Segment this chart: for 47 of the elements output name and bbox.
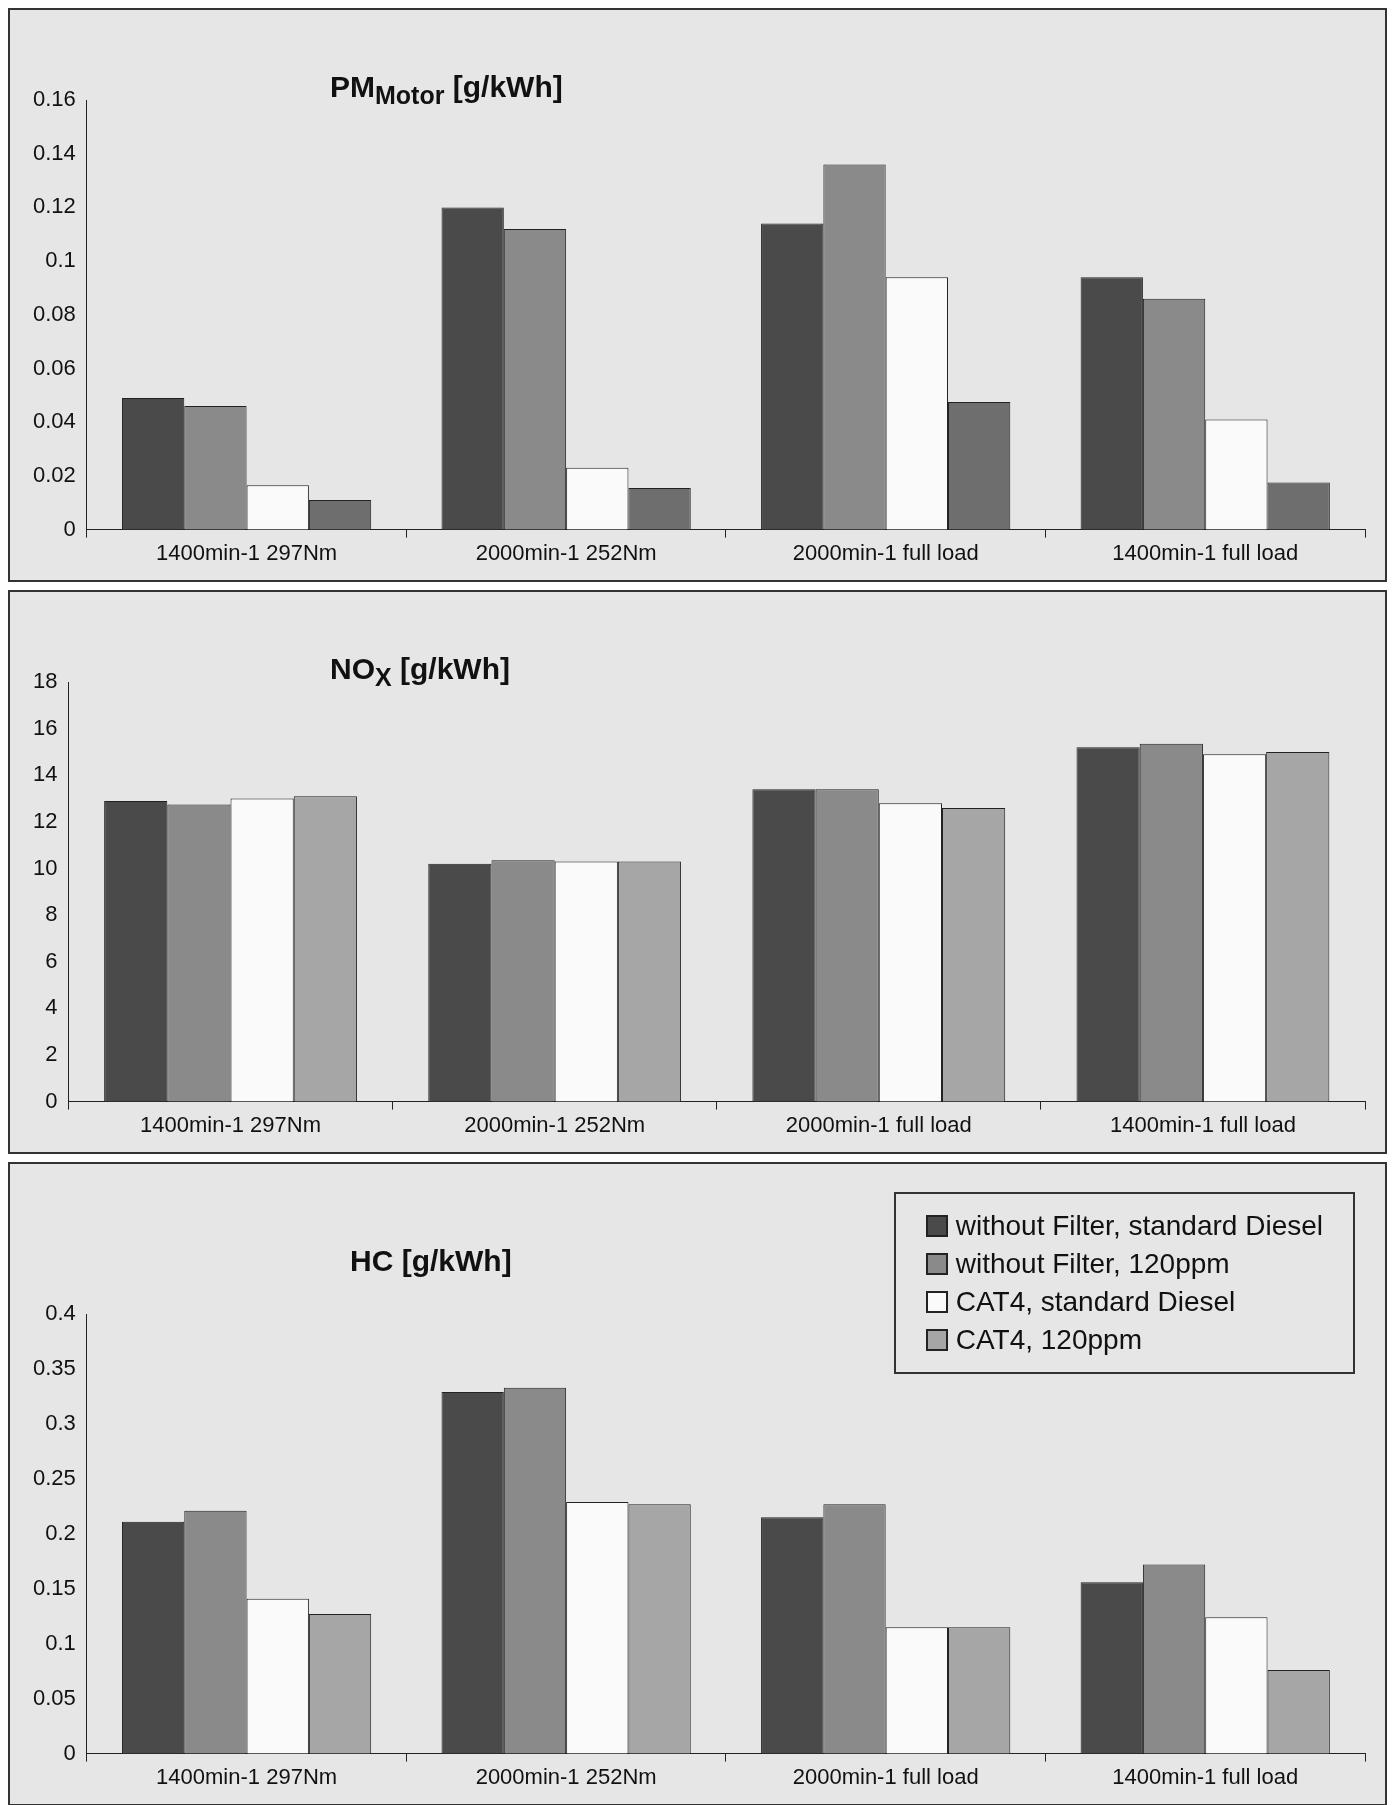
- x-tick-label: 1400min-1 297Nm: [140, 1111, 322, 1137]
- y-tick-label: 0.4: [45, 1300, 76, 1326]
- y-tick-label: 0.12: [32, 193, 76, 219]
- y-tick-label: 0.04: [32, 408, 76, 434]
- y-tick-label: 0.1: [45, 1629, 76, 1655]
- y-tick-label: 0.06: [32, 354, 76, 380]
- x-tick-label: 1400min-1 full load: [1112, 539, 1299, 565]
- x-tick-label: 2000min-1 full load: [792, 1763, 979, 1789]
- x-tick-label: 1400min-1 full load: [1109, 1111, 1296, 1137]
- legend-label: without Filter, 120ppm: [955, 1248, 1230, 1280]
- y-tick-label: 0.25: [32, 1464, 76, 1490]
- y-tick-label: 0.3: [45, 1409, 76, 1435]
- x-tick-label: 1400min-1 297Nm: [156, 539, 338, 565]
- y-tick-label: 0.35: [32, 1355, 76, 1381]
- y-tick-label: 0.05: [32, 1684, 76, 1710]
- y-tick-label: 0.02: [32, 461, 76, 487]
- y-tick-label: 0: [45, 1087, 58, 1113]
- y-tick-label: 0.1: [45, 247, 76, 273]
- y-tick-label: 18: [32, 668, 58, 694]
- y-tick-label: 12: [32, 807, 58, 833]
- x-tick-label: 2000min-1 full load: [785, 1111, 972, 1137]
- y-tick-label: 0: [63, 1739, 76, 1765]
- y-tick-label: 0.08: [32, 300, 76, 326]
- y-tick-label: 4: [45, 994, 58, 1020]
- chart-title: PM$_{Motor}$ [g/kWh]: [330, 70, 563, 110]
- y-tick-label: 0.2: [45, 1519, 76, 1545]
- x-tick-label: 2000min-1 252Nm: [475, 1763, 657, 1789]
- y-tick-label: 0: [63, 515, 76, 541]
- legend-label: CAT4, standard Diesel: [955, 1286, 1236, 1318]
- x-tick-label: 2000min-1 252Nm: [475, 539, 657, 565]
- x-tick-label: 2000min-1 full load: [792, 539, 979, 565]
- y-tick-label: 0.15: [32, 1574, 76, 1600]
- y-tick-label: 8: [45, 901, 58, 927]
- chart-title: NO$_{X}$ [g/kWh]: [330, 652, 510, 692]
- chart-title: HC [g/kWh]: [350, 1244, 512, 1278]
- x-tick-label: 2000min-1 252Nm: [464, 1111, 646, 1137]
- y-tick-label: 0.14: [32, 139, 76, 165]
- legend-label: CAT4, 120ppm: [955, 1324, 1142, 1356]
- y-tick-label: 2: [45, 1041, 58, 1067]
- y-tick-label: 14: [32, 761, 58, 787]
- x-tick-label: 1400min-1 297Nm: [156, 1763, 338, 1789]
- y-tick-label: 0.16: [32, 86, 76, 112]
- y-tick-label: 6: [45, 947, 58, 973]
- y-tick-label: 10: [32, 854, 58, 880]
- legend-label: without Filter, standard Diesel: [955, 1210, 1323, 1242]
- x-tick-label: 1400min-1 full load: [1112, 1763, 1299, 1789]
- y-tick-label: 16: [32, 714, 58, 740]
